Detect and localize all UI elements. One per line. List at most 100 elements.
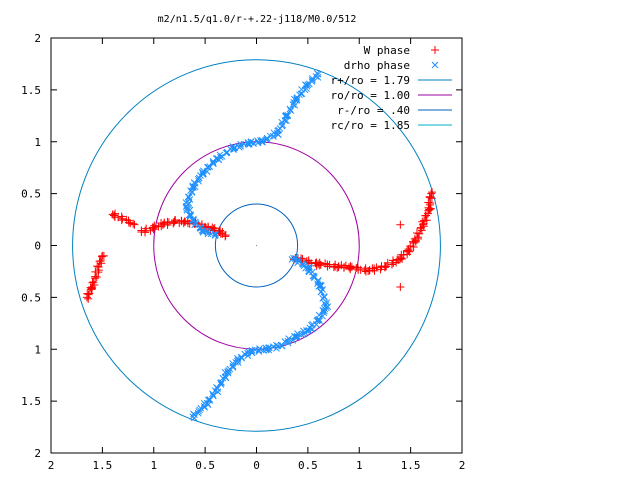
data-point [422,216,431,225]
x-tick-label: 1 [356,459,363,472]
circle-curve-2 [214,203,299,288]
x-tick-label: 0 [253,459,260,472]
data-point [286,105,294,113]
data-point [323,304,330,312]
x-tick-label: 0.5 [195,459,215,472]
x-tick-label: 2 [48,459,55,472]
data-point [304,327,312,334]
data-point [426,193,435,202]
data-point [292,96,299,104]
data-point [93,262,102,271]
data-point [314,73,322,81]
data-point [237,142,244,150]
legend-label: ro/ro = 1.00 [331,89,410,102]
data-point [393,255,402,264]
series-1 [182,69,332,422]
data-point [199,169,207,177]
data-point [248,347,255,355]
data-point [180,217,189,226]
data-point [137,228,146,237]
data-point [315,261,324,270]
x-tick-label: 1 [150,459,157,472]
data-point [82,293,91,302]
legend-label: r-/ro = .40 [337,104,410,117]
data-point [189,413,197,421]
y-tick-label: 0 [34,240,41,253]
data-point [318,288,325,296]
data-point [110,211,119,220]
data-point [234,356,242,363]
data-point [314,260,323,269]
data-point [398,254,407,263]
data-point [258,138,265,146]
data-point [118,214,127,223]
data-point [92,273,101,282]
data-point [428,188,437,197]
legend-label: W phase [364,44,410,57]
x-tick-label: 0.5 [298,459,318,472]
data-point [263,134,271,142]
points-layer [82,69,437,422]
data-point [203,399,211,407]
data-point [191,180,199,187]
x-tick-label: 2 [459,459,466,472]
y-tick-label: 0.5 [21,188,41,201]
data-point [129,219,138,228]
data-point [209,390,216,398]
data-point [199,229,207,236]
data-point [98,251,107,260]
data-point [277,341,285,349]
x-tick-label: 1.5 [92,459,112,472]
data-point [292,333,299,341]
data-point [189,184,197,191]
data-point [219,374,227,382]
data-point [185,193,193,201]
data-point [321,307,328,315]
data-point [396,283,405,291]
data-point [316,281,324,289]
data-point [160,219,169,228]
y-tick-label: 1.5 [21,84,41,97]
data-point [293,96,301,104]
data-point [284,337,292,345]
data-point [84,294,93,303]
data-point [244,352,252,360]
data-point [86,283,95,292]
center-dot [255,244,258,247]
data-point [334,262,343,271]
data-point [387,260,396,269]
data-point [427,189,436,198]
data-point [221,231,230,240]
legend-label: r+/ro = 1.79 [331,74,410,87]
data-point [214,385,221,393]
ticks-layer: 2 1.5 1 0.5 0 0.5 1 1.5 221.510.500.511.52 [21,32,465,472]
data-point [189,217,197,224]
data-point [372,263,381,272]
data-point [183,202,190,210]
data-point [314,70,322,78]
data-point [352,263,361,272]
data-point [431,46,439,54]
data-point [265,346,273,354]
data-point [244,139,252,147]
data-point [149,223,158,232]
data-point [170,217,179,226]
chart-title: m2/n1.5/q1.0/r-+.22-j118/M0.0/512 [158,14,357,25]
data-point [183,205,191,212]
data-point [214,154,221,162]
data-point [263,345,271,353]
data-point [426,204,435,213]
data-point [212,231,219,239]
data-point [269,343,277,351]
x-tick-label: 1.5 [401,459,421,472]
data-point [431,61,439,69]
data-point [108,210,117,219]
data-point [305,327,313,334]
data-point [314,316,322,324]
data-point [170,216,179,225]
series-0 [82,188,437,303]
data-point [204,163,211,171]
data-point [418,220,427,229]
data-point [273,130,281,137]
